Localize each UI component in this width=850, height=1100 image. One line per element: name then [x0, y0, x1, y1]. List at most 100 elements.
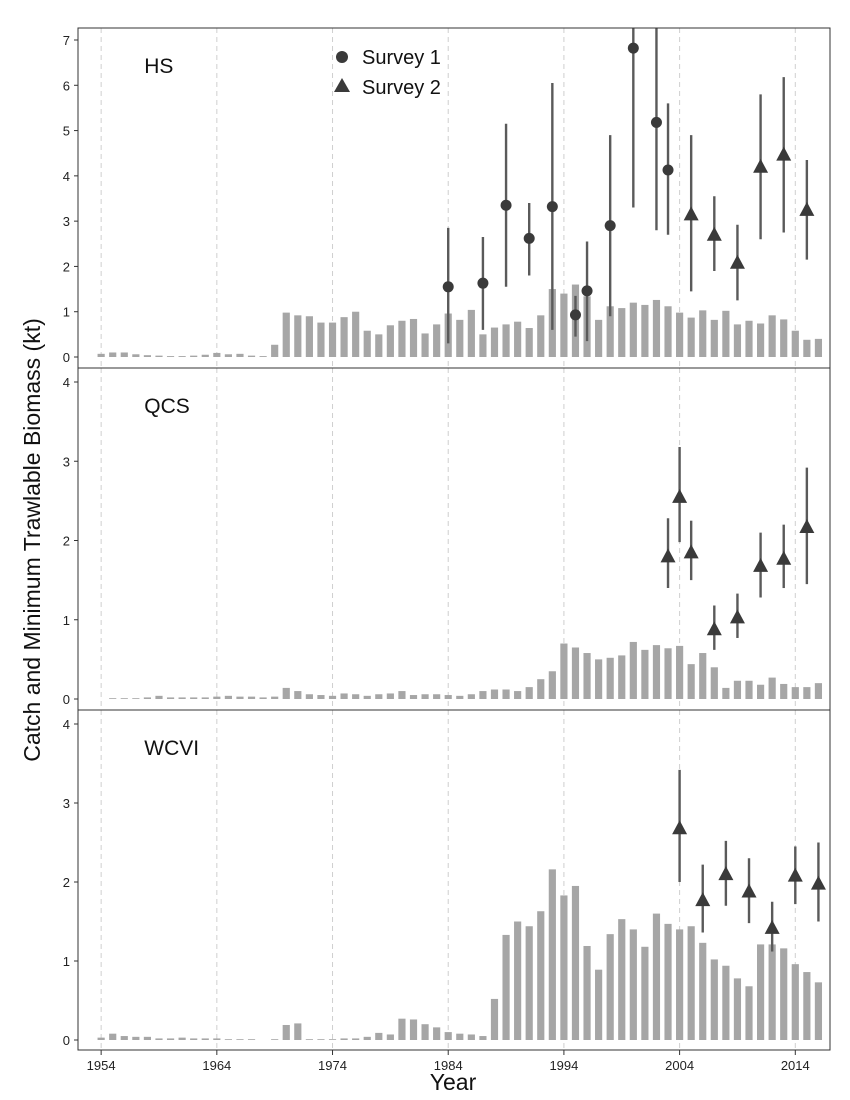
catch-bar-hs-2000 [629, 302, 637, 357]
y-axis-title: Catch and Minimum Trawlable Biomass (kt) [19, 318, 45, 762]
survey1-point-hs-2003 [662, 164, 674, 176]
catch-bar-hs-2008 [722, 310, 730, 357]
catch-bar-qcs-2007 [710, 667, 718, 699]
catch-bar-qcs-1957 [132, 698, 140, 699]
catch-bar-hs-2014 [791, 330, 799, 357]
catch-bar-hs-1988 [490, 327, 499, 357]
catch-bar-wcvi-1974 [328, 1039, 337, 1040]
catch-bar-hs-1963 [201, 354, 209, 357]
catch-bar-wcvi-1966 [236, 1039, 244, 1040]
catch-bar-qcs-1998 [606, 657, 614, 699]
ytick-label-wcvi-0: 0 [63, 1033, 70, 1048]
catch-bar-qcs-1987 [479, 691, 487, 699]
catch-bar-qcs-1990 [514, 691, 522, 699]
catch-bar-hs-2004 [676, 312, 684, 357]
catch-bar-wcvi-1999 [618, 919, 626, 1040]
catch-bar-wcvi-1954 [97, 1037, 105, 1040]
catch-bar-wcvi-2005 [687, 926, 695, 1040]
catch-bar-qcs-2015 [803, 687, 811, 699]
survey1-point-hs-1993 [546, 201, 558, 213]
legend-marker-survey-1 [336, 51, 348, 63]
catch-bar-hs-1989 [502, 324, 510, 357]
catch-bar-wcvi-1969 [271, 1039, 279, 1040]
panel-qcs: 0 1 2 3 4 QCS [63, 367, 831, 711]
catch-bar-hs-1987 [479, 334, 487, 357]
ytick-label-hs-0: 0 [63, 350, 70, 365]
catch-bar-qcs-1975 [340, 693, 348, 699]
catch-bar-hs-1959 [155, 355, 163, 357]
catch-bar-hs-1994 [560, 293, 568, 357]
catch-bar-qcs-1969 [271, 696, 279, 699]
catch-bar-wcvi-1971 [294, 1023, 302, 1040]
catch-bar-qcs-1977 [363, 695, 371, 699]
catch-bar-wcvi-2003 [664, 923, 672, 1040]
catch-bar-hs-1957 [132, 354, 140, 357]
catch-bar-hs-1974 [328, 322, 337, 357]
catch-bar-hs-2011 [756, 323, 765, 357]
catch-bar-hs-1982 [421, 333, 429, 357]
catch-bar-wcvi-2008 [722, 965, 730, 1040]
catch-bar-hs-1980 [398, 320, 406, 357]
xtick-label-1954: 1954 [87, 1058, 116, 1073]
catch-bar-qcs-2004 [676, 645, 684, 699]
ytick-label-qcs-0: 0 [63, 692, 70, 707]
catch-bar-qcs-1956 [120, 698, 128, 699]
catch-bar-qcs-1978 [375, 694, 383, 699]
catch-bar-wcvi-2006 [699, 942, 707, 1040]
catch-bar-wcvi-1982 [421, 1024, 429, 1040]
catch-bar-qcs-1974 [328, 695, 337, 699]
ytick-label-hs-5: 5 [63, 124, 70, 139]
catch-bar-wcvi-1985 [456, 1033, 464, 1040]
xtick-label-1974: 1974 [318, 1058, 347, 1073]
catch-bar-hs-1962 [190, 355, 198, 357]
catch-bar-qcs-1967 [247, 696, 256, 699]
catch-bars-hs [97, 284, 823, 357]
catch-bar-qcs-1955 [109, 698, 117, 699]
catch-bar-qcs-1964 [213, 696, 221, 699]
catch-bar-wcvi-1981 [409, 1019, 418, 1040]
catch-bar-qcs-1970 [282, 687, 290, 699]
catch-bar-hs-1998 [606, 306, 614, 357]
survey1-point-hs-2002 [650, 116, 662, 128]
catch-bar-wcvi-1959 [155, 1038, 163, 1040]
catch-bar-qcs-2008 [722, 687, 730, 699]
catch-bar-wcvi-1977 [363, 1036, 371, 1040]
catch-bar-hs-2012 [768, 315, 776, 357]
survey2-point-qcs-2013 [776, 550, 792, 565]
panel-label-hs: HS [144, 55, 173, 78]
catch-bar-qcs-1989 [502, 689, 510, 699]
catch-bar-wcvi-2004 [676, 929, 684, 1040]
catch-bar-wcvi-1996 [583, 945, 591, 1040]
catch-bar-hs-1971 [294, 315, 302, 357]
survey1-point-hs-1996 [581, 285, 593, 297]
catch-bar-qcs-1985 [456, 695, 464, 699]
catch-bar-hs-2002 [652, 299, 661, 357]
catch-bar-hs-1981 [409, 318, 418, 357]
catch-bar-qcs-1961 [178, 697, 186, 699]
catch-bar-wcvi-2011 [756, 944, 765, 1040]
catch-bar-qcs-2005 [687, 664, 695, 699]
catch-bar-qcs-1981 [409, 695, 418, 699]
catch-bar-wcvi-2007 [710, 959, 718, 1040]
catch-bar-qcs-1973 [317, 695, 325, 699]
catch-bar-qcs-2016 [814, 683, 823, 699]
catch-bar-hs-1954 [97, 353, 105, 357]
catch-bar-hs-1958 [143, 355, 152, 357]
catch-bar-qcs-1966 [236, 696, 244, 699]
catch-bar-wcvi-1994 [560, 895, 568, 1040]
catch-bar-qcs-2009 [733, 680, 742, 699]
catch-bar-hs-2016 [814, 338, 823, 357]
panel-frame-wcvi [77, 709, 831, 1051]
catch-bar-hs-1973 [317, 322, 325, 357]
survey2-point-wcvi-2012 [764, 919, 780, 934]
catch-bar-wcvi-1979 [386, 1034, 394, 1040]
catch-bar-hs-1967 [247, 355, 256, 357]
survey2-point-qcs-2009 [729, 609, 745, 624]
catch-bar-qcs-1965 [224, 695, 232, 699]
catch-bar-hs-1985 [456, 319, 464, 357]
catch-bar-qcs-1968 [259, 697, 267, 699]
catch-bars-qcs [109, 641, 823, 699]
survey2-point-qcs-2015 [799, 519, 815, 534]
